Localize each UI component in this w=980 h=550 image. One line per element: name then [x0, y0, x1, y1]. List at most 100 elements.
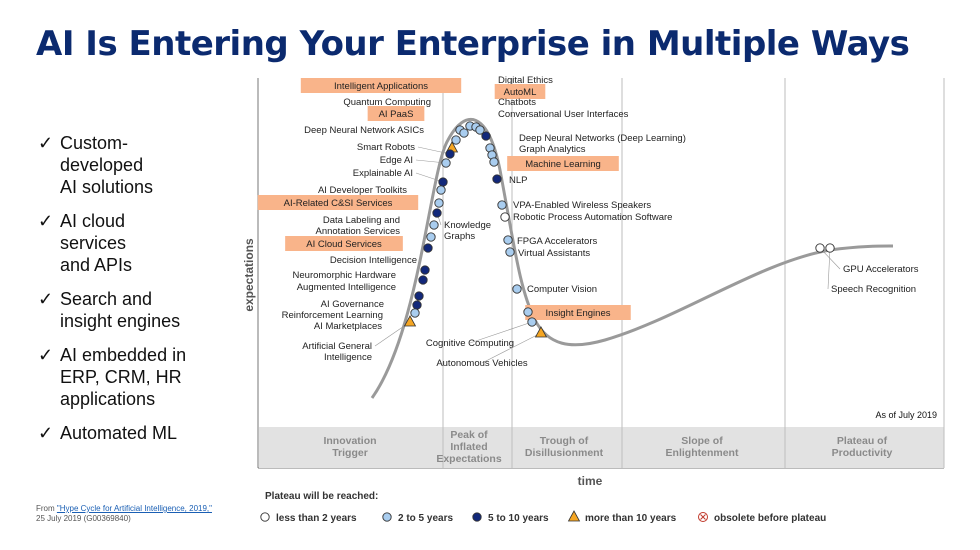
leader-line [481, 332, 542, 364]
technology-marker [432, 208, 442, 218]
bullet-text: Automated ML [60, 423, 178, 443]
legend-item: obsolete before plateau [698, 512, 826, 524]
hype-curve [370, 118, 894, 399]
technology-label: AI PaaS [379, 109, 414, 120]
highlight-box [367, 106, 425, 121]
technology-label: Insight Engines [546, 308, 611, 319]
technology-label: Robotic Process Automation Software [513, 212, 672, 223]
highlight-box [494, 84, 546, 99]
source-date: 25 July 2019 (G00369840) [36, 514, 131, 523]
leader-line [415, 159, 447, 164]
technology-item: AI Governance [321, 299, 384, 310]
highlight-box [300, 78, 462, 93]
technology-item: AI PaaS [367, 106, 425, 121]
technology-label: Cognitive Computing [426, 338, 514, 349]
technology-label: Speech Recognition [831, 284, 916, 295]
technology-item: Decision Intelligence [330, 255, 417, 266]
technology-marker [527, 317, 537, 327]
technology-item: Edge AI [380, 155, 447, 166]
technology-label: AI Developer Toolkits [318, 185, 407, 196]
technology-marker [534, 326, 548, 338]
technology-label: Decision Intelligence [330, 255, 417, 266]
technology-label: Knowledge Graphs [444, 220, 491, 242]
technology-label: Quantum Computing [343, 97, 431, 108]
technology-item: Virtual Assistants [518, 248, 590, 259]
legend-marker [260, 512, 270, 522]
technology-item: Insight Engines [525, 305, 631, 320]
legend-item: less than 2 years [276, 513, 357, 524]
technology-item: Data Labeling and Annotation Services [316, 215, 401, 237]
technology-label: Explainable AI [353, 168, 413, 179]
leader-line [819, 247, 841, 270]
technology-marker [489, 157, 499, 167]
technology-marker [497, 200, 507, 210]
phase-label: Peak of Inflated Expectations [436, 429, 502, 465]
source-citation: From "Hype Cycle for Artificial Intellig… [36, 504, 212, 524]
technology-marker [523, 307, 533, 317]
technology-label: Intelligent Applications [334, 81, 428, 92]
bullet-item: ✓ Search and insight engines [38, 288, 248, 332]
technology-label: AI Marketplaces [314, 321, 382, 332]
technology-marker [441, 158, 451, 168]
bullet-text: AI cloud services and APIs [60, 211, 133, 275]
technology-label: Reinforcement Learning [282, 310, 383, 321]
leader-line [417, 146, 451, 155]
legend-label: more than 10 years [585, 513, 677, 524]
technology-label: Deep Neural Network ASICs [304, 125, 424, 136]
phase-band [259, 427, 944, 468]
technology-item: Augmented Intelligence [297, 282, 396, 293]
technology-item: Deep Neural Network ASICs [304, 125, 424, 136]
technology-marker [500, 212, 510, 222]
technology-marker [825, 243, 835, 253]
technology-item: Robotic Process Automation Software [513, 212, 672, 223]
legend-item: more than 10 years [585, 513, 677, 524]
checkmark-icon: ✓ [38, 133, 54, 153]
as-of-label: As of July 2019 [875, 410, 937, 420]
technology-label: Neuromorphic Hardware [293, 270, 396, 281]
technology-item: Reinforcement Learning [282, 310, 383, 321]
technology-marker [438, 177, 448, 187]
technology-label: Machine Learning [525, 159, 601, 170]
legend-label: less than 2 years [276, 513, 357, 524]
technology-label: Augmented Intelligence [297, 282, 396, 293]
technology-label: Data Labeling and Annotation Services [316, 215, 401, 237]
technology-marker [505, 247, 515, 257]
technology-item: Quantum Computing [343, 97, 431, 108]
bullet-list: ✓ Custom-developed AI solutions ✓ AI cloud se… [38, 132, 248, 456]
technology-marker [445, 149, 455, 159]
legend-marker [382, 512, 392, 522]
highlight-box [257, 195, 419, 210]
legend-label: 5 to 10 years [488, 513, 549, 524]
source-link[interactable]: "Hype Cycle for Artificial Intelligence,… [56, 504, 212, 513]
technology-marker [410, 308, 420, 318]
legend-item: 5 to 10 years [488, 513, 549, 524]
technology-label: AI Cloud Services [306, 239, 382, 250]
checkmark-icon: ✓ [38, 345, 54, 365]
technology-item: Speech Recognition [827, 247, 916, 295]
technology-marker [503, 235, 513, 245]
legend-label: 2 to 5 years [398, 513, 453, 524]
technology-marker [481, 131, 491, 141]
technology-marker [459, 128, 469, 138]
technology-marker [434, 198, 444, 208]
technology-marker [512, 284, 522, 294]
legend-marker [567, 510, 581, 522]
technology-label: FPGA Accelerators [517, 236, 598, 247]
technology-marker [426, 232, 436, 242]
highlight-box [507, 156, 619, 171]
technology-label: Virtual Assistants [518, 248, 590, 259]
technology-item: Intelligent Applications [300, 78, 462, 93]
bullet-item: ✓ Automated ML [38, 422, 248, 444]
technology-marker [420, 265, 430, 275]
obsolete-icon-stroke [700, 514, 706, 520]
technology-label: GPU Accelerators [843, 264, 919, 275]
technology-label: Chatbots [498, 97, 536, 108]
technology-label: Graph Analytics [519, 144, 586, 155]
technology-label: Smart Robots [357, 142, 415, 153]
page-title: AI Is Entering Your Enterprise in Multip… [36, 24, 910, 64]
legend-item: 2 to 5 years [398, 513, 453, 524]
technology-marker [403, 315, 417, 327]
technology-item: Machine Learning [507, 156, 619, 171]
technology-item: GPU Accelerators [819, 247, 919, 275]
